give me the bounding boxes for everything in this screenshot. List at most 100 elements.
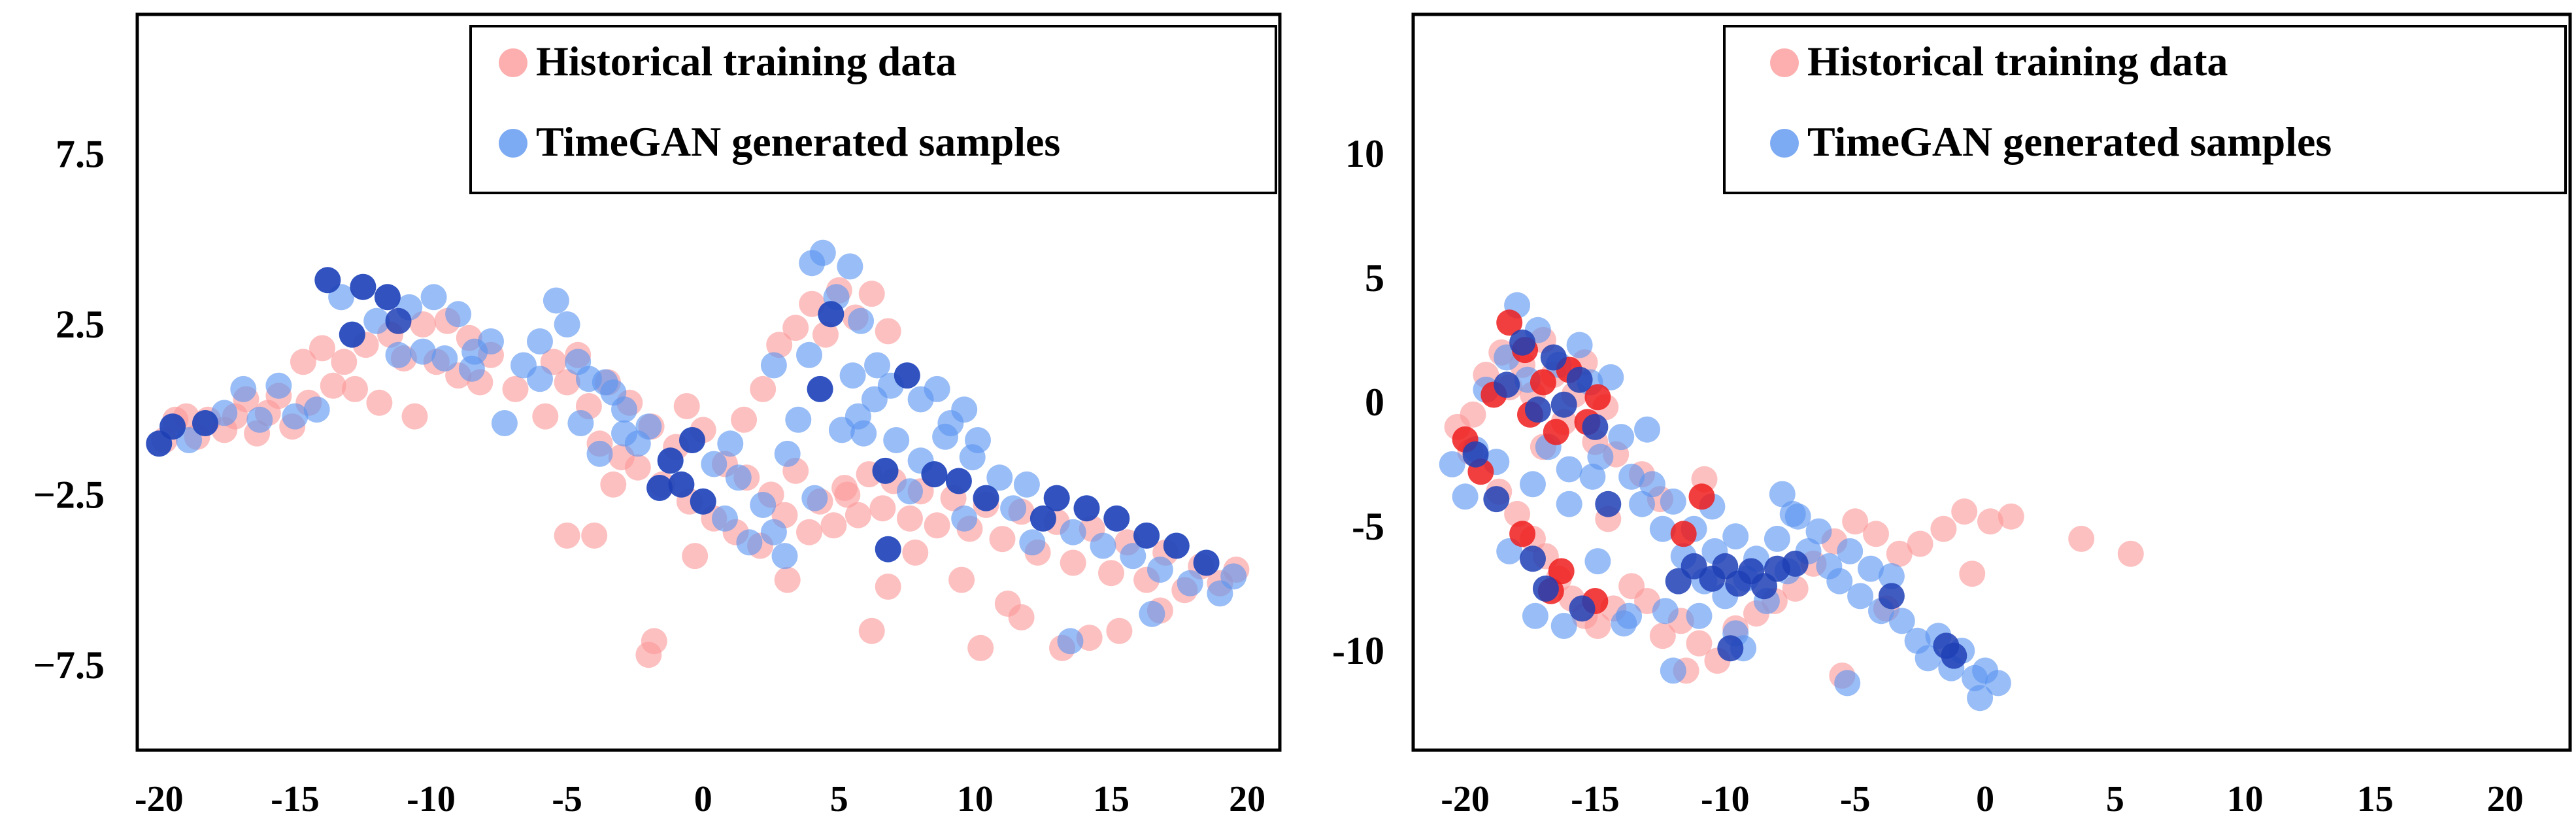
generated-point	[809, 239, 836, 266]
generated-point-dense	[1569, 595, 1596, 622]
generated-point	[491, 410, 518, 436]
data-points	[146, 239, 1250, 668]
historical-point	[1930, 515, 1957, 542]
generated-point	[1146, 557, 1173, 583]
generated-point	[801, 485, 828, 511]
generated-point	[1520, 471, 1546, 498]
generated-point	[1888, 608, 1915, 634]
generated-point	[924, 375, 950, 402]
historical-point	[1649, 623, 1676, 649]
historical-point	[897, 505, 923, 532]
historical-point	[766, 332, 793, 358]
generated-point	[725, 464, 752, 491]
x-tick-label: -20	[135, 779, 184, 819]
generated-point	[611, 396, 637, 423]
generated-point	[848, 307, 875, 334]
generated-point-dense	[679, 427, 705, 453]
generated-point-dense	[1103, 505, 1130, 532]
y-tick-label: 7.5	[56, 133, 105, 176]
generated-point-dense	[1509, 329, 1536, 356]
generated-point	[246, 406, 273, 433]
historical-point	[2068, 525, 2095, 552]
generated-point	[1660, 657, 1686, 684]
generated-point	[1629, 491, 1655, 517]
generated-point-dense	[1524, 396, 1551, 423]
generated-point-dense	[1193, 549, 1220, 576]
historical-point	[902, 539, 929, 566]
generated-point-dense	[1462, 441, 1489, 468]
generated-point	[1550, 613, 1577, 639]
historical-point	[731, 406, 758, 433]
y-tick-label: −7.5	[33, 644, 105, 687]
generated-point	[303, 396, 330, 423]
historical-point	[845, 502, 871, 528]
historical-point	[1060, 549, 1086, 576]
historical-point	[641, 628, 667, 655]
legend-label: Historical training data	[536, 38, 957, 84]
historical-point	[342, 375, 368, 402]
x-tick-label: 5	[830, 779, 848, 819]
historical-point-dense	[1688, 483, 1715, 510]
generated-point-dense	[657, 447, 684, 474]
historical-point	[1584, 613, 1611, 639]
generated-point	[785, 406, 812, 433]
generated-point-dense	[374, 284, 401, 311]
legend-label: TimeGAN generated samples	[1807, 118, 2332, 165]
generated-point	[1649, 515, 1676, 542]
generated-point	[1618, 463, 1645, 490]
generated-point	[1608, 424, 1635, 451]
historical-point	[782, 315, 809, 341]
x-tick-label: -5	[552, 779, 582, 819]
generated-point	[1556, 491, 1582, 517]
generated-point	[1013, 471, 1040, 498]
y-tick-label: −2.5	[33, 473, 105, 516]
generated-point-dense	[668, 471, 695, 498]
historical-point	[1998, 503, 2024, 530]
historical-point	[924, 512, 950, 539]
legend-marker	[1770, 129, 1799, 158]
historical-point	[774, 566, 801, 593]
historical-point	[1842, 508, 1869, 535]
legend-marker	[499, 129, 527, 158]
historical-point-dense	[1584, 384, 1611, 411]
historical-point	[875, 574, 901, 600]
generated-point-dense	[1566, 366, 1593, 393]
historical-point-dense	[1670, 521, 1697, 547]
generated-point-dense	[1483, 486, 1510, 513]
generated-point	[543, 287, 569, 314]
generated-point-dense	[1043, 485, 1070, 511]
generated-point	[211, 400, 238, 426]
y-tick-label: -10	[1332, 629, 1384, 672]
generated-point-dense	[646, 475, 673, 501]
generated-point	[567, 410, 594, 436]
generated-point-dense	[1029, 505, 1056, 532]
generated-point	[951, 505, 978, 532]
y-tick-label: -5	[1352, 505, 1384, 548]
generated-point	[1779, 500, 1806, 527]
historical-point	[1886, 540, 1913, 567]
historical-point	[624, 454, 651, 481]
historical-point-dense	[1530, 369, 1556, 396]
generated-point	[1660, 488, 1686, 515]
x-tick-label: 5	[2106, 779, 2124, 819]
historical-point	[1959, 561, 1986, 587]
generated-point	[701, 451, 728, 477]
generated-point	[771, 543, 798, 570]
generated-point	[527, 328, 553, 354]
right-scatter-panel: -20 -15 -10 -5 0 5 10 15 20 10 5 0 -5 -10 Historical t…	[1332, 12, 2572, 819]
historical-point-dense	[1509, 521, 1536, 547]
historical-point	[875, 318, 901, 345]
generated-point	[1878, 563, 1905, 589]
generated-point	[736, 529, 763, 556]
generated-point	[1764, 525, 1790, 552]
historical-point	[812, 321, 839, 348]
generated-point-dense	[1595, 491, 1622, 517]
generated-point	[1686, 602, 1713, 629]
legend: Historical training data TimeGAN generate…	[1723, 25, 2567, 194]
generated-point-dense	[973, 485, 999, 511]
historical-point	[1951, 498, 1978, 525]
generated-point	[1556, 456, 1582, 483]
generated-point-dense	[1782, 550, 1809, 577]
generated-point	[420, 284, 447, 311]
generated-point-dense	[1494, 371, 1520, 398]
